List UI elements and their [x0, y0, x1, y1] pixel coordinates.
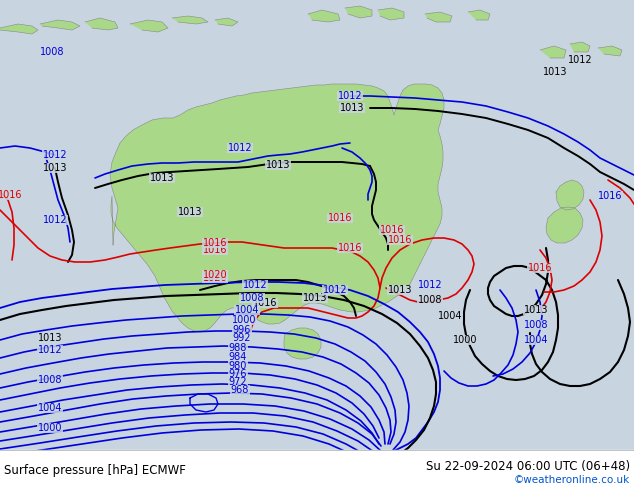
- Polygon shape: [570, 42, 590, 52]
- Text: ©weatheronline.co.uk: ©weatheronline.co.uk: [514, 475, 630, 485]
- Text: 980: 980: [229, 361, 247, 371]
- Polygon shape: [215, 18, 238, 26]
- Text: 976: 976: [229, 369, 247, 379]
- Polygon shape: [598, 46, 622, 56]
- Polygon shape: [540, 46, 566, 58]
- Text: 1013: 1013: [266, 160, 290, 170]
- Text: 1016: 1016: [527, 263, 552, 273]
- Text: 1016: 1016: [338, 243, 362, 253]
- Text: 1004: 1004: [38, 403, 62, 413]
- Text: 1016: 1016: [388, 235, 412, 245]
- Text: 1013: 1013: [543, 67, 567, 77]
- Polygon shape: [345, 6, 372, 18]
- Text: 1004: 1004: [437, 311, 462, 321]
- Polygon shape: [284, 328, 321, 359]
- Text: 1020: 1020: [203, 270, 228, 280]
- Text: 1000: 1000: [38, 423, 62, 433]
- Polygon shape: [468, 10, 490, 20]
- Text: 1012: 1012: [567, 55, 592, 65]
- Text: 1016: 1016: [203, 245, 227, 255]
- Text: 1008: 1008: [240, 293, 264, 303]
- Text: 1012: 1012: [42, 150, 67, 160]
- Polygon shape: [172, 16, 208, 24]
- Text: 1016: 1016: [328, 213, 353, 223]
- Text: 996: 996: [233, 325, 251, 335]
- Text: 1013: 1013: [303, 293, 327, 303]
- Text: 1004: 1004: [235, 305, 259, 315]
- Polygon shape: [546, 207, 583, 243]
- Text: 1013: 1013: [340, 103, 365, 113]
- Text: 1008: 1008: [418, 295, 443, 305]
- Text: 1013: 1013: [42, 163, 67, 173]
- Polygon shape: [110, 84, 444, 332]
- Polygon shape: [308, 10, 340, 22]
- Text: 1000: 1000: [453, 335, 477, 345]
- Text: 1016: 1016: [253, 298, 277, 308]
- Polygon shape: [425, 12, 452, 22]
- Polygon shape: [0, 24, 38, 34]
- Text: 1000: 1000: [232, 315, 256, 325]
- Polygon shape: [556, 180, 584, 210]
- Text: 972: 972: [229, 377, 247, 387]
- Text: 1013: 1013: [178, 207, 202, 217]
- Text: 1013: 1013: [388, 285, 412, 295]
- Text: 1020: 1020: [203, 273, 228, 283]
- Polygon shape: [378, 8, 404, 20]
- Text: 1012: 1012: [42, 215, 67, 225]
- Text: 1016: 1016: [380, 225, 404, 235]
- Text: 1012: 1012: [338, 91, 362, 101]
- Text: 968: 968: [231, 385, 249, 395]
- Polygon shape: [85, 18, 118, 30]
- Text: Surface pressure [hPa] ECMWF: Surface pressure [hPa] ECMWF: [4, 464, 186, 476]
- Text: 1016: 1016: [203, 238, 227, 248]
- Text: 1004: 1004: [524, 335, 548, 345]
- Text: 1013: 1013: [524, 305, 548, 315]
- Text: 1012: 1012: [228, 143, 252, 153]
- Text: 1012: 1012: [37, 345, 62, 355]
- Text: 1012: 1012: [243, 280, 268, 290]
- Text: 1016: 1016: [0, 190, 22, 200]
- Text: Su 22-09-2024 06:00 UTC (06+48): Su 22-09-2024 06:00 UTC (06+48): [426, 460, 630, 472]
- Text: 1013: 1013: [38, 333, 62, 343]
- Text: 984: 984: [229, 352, 247, 362]
- Bar: [0, 450, 634, 490]
- Text: 1016: 1016: [598, 191, 622, 201]
- Text: 992: 992: [233, 333, 251, 343]
- Text: 1008: 1008: [40, 47, 64, 57]
- Text: 1008: 1008: [524, 320, 548, 330]
- Polygon shape: [40, 20, 80, 30]
- Text: 1013: 1013: [150, 173, 174, 183]
- Text: 1012: 1012: [418, 280, 443, 290]
- Text: 988: 988: [229, 343, 247, 353]
- Text: 1008: 1008: [38, 375, 62, 385]
- Polygon shape: [130, 20, 168, 32]
- Text: 1012: 1012: [323, 285, 347, 295]
